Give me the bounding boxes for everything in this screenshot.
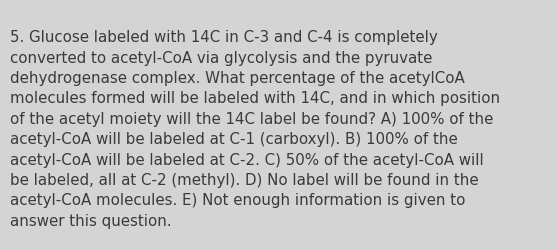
Text: 5. Glucose labeled with 14C in C-3 and C-4 is completely
converted to acetyl-CoA: 5. Glucose labeled with 14C in C-3 and C… [10,30,500,228]
